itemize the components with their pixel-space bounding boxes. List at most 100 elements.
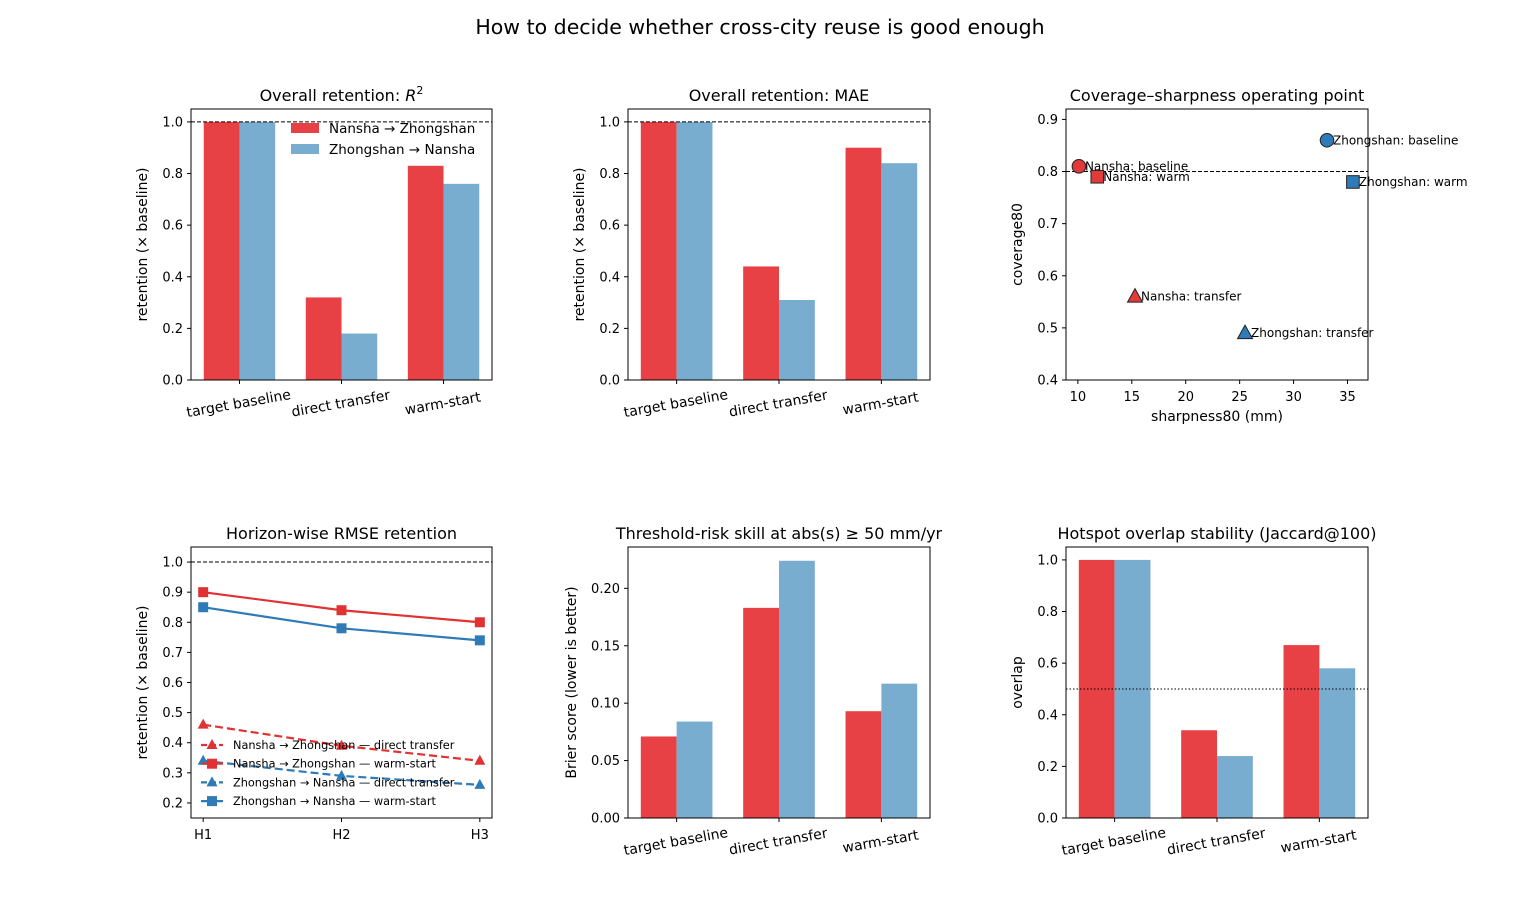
- bar-target-baseline-series-2: [676, 121, 713, 381]
- y-tick-label: 0.6: [599, 219, 620, 234]
- legend-marker: [207, 796, 217, 807]
- x-tick-label: warm-start: [404, 389, 483, 418]
- y-tick-label: 0.8: [1037, 165, 1058, 180]
- series-4-point: [336, 623, 347, 634]
- bar-direct-transfer-series-2: [779, 299, 815, 380]
- y-tick-label: 0.7: [162, 646, 183, 661]
- y-tick-label: 0.4: [599, 270, 620, 285]
- chart-title-text: Overall retention:: [260, 86, 406, 105]
- x-tick-label: direct transfer: [1166, 825, 1267, 858]
- point-zhongshan-baseline: [1319, 132, 1335, 148]
- bar-warm-start-series-1: [845, 711, 882, 818]
- point-label: Zhongshan: transfer: [1251, 326, 1374, 340]
- y-tick-label: 0.20: [591, 582, 620, 597]
- y-tick-label: 0.3: [162, 766, 183, 781]
- bar-target-baseline-series-1: [640, 121, 677, 381]
- series-4-point: [474, 635, 485, 646]
- series-3-point: [197, 754, 209, 765]
- x-tick-label: H1: [194, 828, 212, 843]
- point-label: Nansha: warm: [1103, 170, 1190, 184]
- point-zhongshan-warm: [1346, 175, 1360, 189]
- x-tick-label: 30: [1285, 390, 1302, 405]
- bar-direct-transfer-series-1: [743, 266, 779, 380]
- legend-swatch: [291, 123, 319, 133]
- chart-title-math: R: [405, 86, 416, 105]
- bar-target-baseline-series-1: [203, 121, 240, 381]
- bar-direct-transfer-series-2: [1217, 756, 1253, 818]
- panel-overall-retention-r2: 0.0 0.2 0.4 0.6 0.8 1.0 target baselinedirect …: [135, 84, 493, 421]
- y-tick-label: 0.5: [1037, 321, 1058, 336]
- y-tick-label: 0.5: [162, 706, 183, 721]
- x-tick-label: H2: [332, 828, 350, 843]
- legend-label: Zhongshan → Nansha: [329, 142, 475, 158]
- point-nansha-baseline: [1071, 159, 1087, 174]
- bar-direct-transfer-series-1: [1181, 730, 1217, 818]
- y-axis-label: retention (× baseline): [572, 167, 588, 321]
- y-tick-label: 1.0: [1037, 553, 1058, 568]
- y-tick-label: 0.8: [1037, 605, 1058, 620]
- y-axis-label: retention (× baseline): [135, 605, 151, 759]
- bar-warm-start-series-2: [1319, 668, 1356, 818]
- y-axis-label: Brier score (lower is better): [564, 586, 580, 778]
- y-tick-label: 0.7: [1037, 217, 1058, 232]
- bar-direct-transfer-series-2: [779, 560, 815, 818]
- x-axis-label: sharpness80 (mm): [1151, 409, 1283, 425]
- legend-label: Zhongshan → Nansha — direct transfer: [233, 776, 455, 789]
- x-tick-label: target baseline: [1061, 825, 1168, 859]
- chart-title: Horizon-wise RMSE retention: [226, 524, 457, 543]
- x-tick-label: warm-start: [841, 389, 920, 418]
- series-2-point: [336, 605, 347, 616]
- panel-hotspot-overlap: 0.0 0.2 0.4 0.6 0.8 1.0 target baselinedirect …: [1010, 524, 1377, 859]
- y-tick-label: 0.2: [1037, 760, 1058, 775]
- plot-frame: [1065, 108, 1369, 381]
- legend-label: Nansha → Zhongshan — warm-start: [233, 758, 436, 771]
- y-tick-label: 0.6: [1037, 269, 1058, 284]
- bar-warm-start-series-1: [407, 165, 444, 380]
- y-tick-label: 0.2: [162, 796, 183, 811]
- y-tick-label: 1.0: [162, 556, 183, 571]
- chart-title-text: Threshold-risk skill at abs(s) ≥ 50 mm/y…: [615, 524, 943, 543]
- y-tick-label: 0.8: [599, 167, 620, 182]
- chart-title: Coverage–sharpness operating point: [1070, 86, 1365, 105]
- x-tick-label: target baseline: [623, 387, 730, 421]
- point-zhongshan-transfer: [1236, 324, 1254, 340]
- point-label: Nansha: transfer: [1141, 290, 1241, 304]
- legend-swatch: [291, 144, 319, 154]
- chart-title-superscript: 2: [416, 84, 423, 97]
- bar-warm-start-series-1: [845, 147, 882, 380]
- series-3-point: [474, 778, 486, 789]
- x-tick-label: direct transfer: [728, 387, 829, 420]
- legend-label: Nansha → Zhongshan — direct transfer: [233, 739, 455, 752]
- y-axis-label: overlap: [1010, 656, 1026, 709]
- y-tick-label: 0.15: [591, 639, 620, 654]
- panel-horizon-rmse-retention: 0.2 0.3 0.4 0.5 0.6 0.7 0.8 0.9 1.0 H1 H2 H3 retenti…: [135, 524, 493, 843]
- chart-title: Overall retention: MAE: [689, 86, 870, 105]
- y-tick-label: 0.4: [1037, 374, 1058, 389]
- series-1-point: [474, 754, 486, 765]
- chart-title-text: Overall retention: MAE: [689, 86, 870, 105]
- y-tick-label: 0.0: [162, 374, 183, 389]
- x-tick-label: 15: [1124, 390, 1141, 405]
- y-axis-label: retention (× baseline): [135, 167, 151, 321]
- bar-direct-transfer-series-1: [305, 297, 342, 380]
- legend-marker: [206, 776, 218, 787]
- y-tick-label: 0.0: [599, 374, 620, 389]
- series-1-point: [336, 739, 347, 750]
- panel-overall-retention-mae: 0.0 0.2 0.4 0.6 0.8 1.0 target baselinedirect …: [572, 86, 931, 421]
- bar-direct-transfer-series-1: [743, 607, 779, 818]
- x-tick-label: direct transfer: [728, 825, 829, 858]
- x-tick-label: target baseline: [185, 387, 292, 421]
- y-tick-label: 0.6: [162, 219, 183, 234]
- x-tick-label: direct transfer: [290, 387, 391, 420]
- bar-target-baseline-series-2: [676, 721, 713, 818]
- y-tick-label: 0.9: [1037, 113, 1058, 128]
- chart-title-text: Horizon-wise RMSE retention: [226, 524, 457, 543]
- y-tick-label: 0.8: [162, 167, 183, 182]
- bar-warm-start-series-1: [1283, 645, 1320, 818]
- x-tick-label: warm-start: [1279, 827, 1358, 856]
- y-tick-label: 0.6: [162, 676, 183, 691]
- legend-marker: [206, 739, 218, 749]
- series-1-point: [197, 718, 209, 729]
- y-tick-label: 0.05: [591, 754, 620, 769]
